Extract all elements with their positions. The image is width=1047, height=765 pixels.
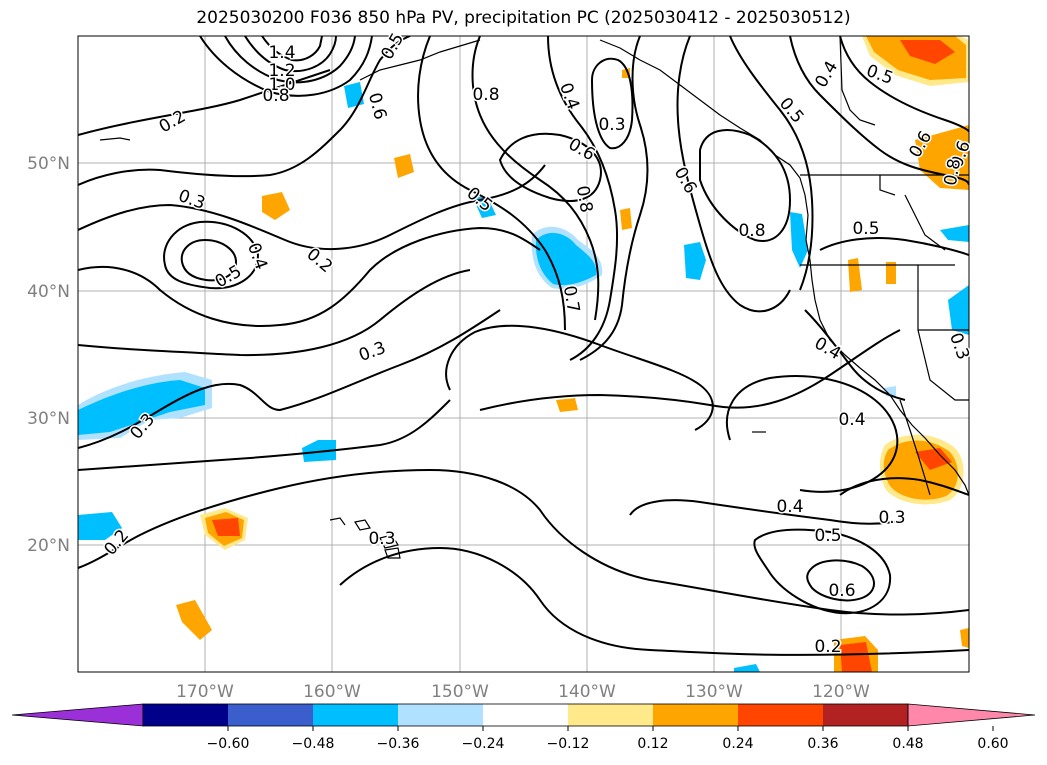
contour-label: 1.4 — [268, 43, 295, 63]
contour-label: 0.3 — [878, 508, 905, 528]
colorbar-tick-label: −0.36 — [377, 736, 420, 752]
lon-label: 140°W — [558, 682, 616, 702]
colorbar-extend-left — [11, 703, 144, 727]
colorbar-tick-label: −0.24 — [462, 736, 505, 752]
colorbar — [11, 703, 1036, 727]
lon-label: 130°W — [685, 682, 743, 702]
colorbar-box — [398, 704, 483, 726]
colorbar-box — [568, 704, 653, 726]
colorbar-box — [653, 704, 738, 726]
colorbar-extend-right — [907, 703, 1036, 727]
contour-label: 1.0 — [268, 75, 295, 95]
colorbar-tick-label: −0.48 — [292, 736, 335, 752]
colorbar-tick-label: 0.60 — [977, 736, 1008, 752]
lon-label: 150°W — [431, 682, 489, 702]
lat-label: 30°N — [27, 409, 70, 429]
lat-label: 40°N — [27, 282, 70, 302]
contour-label: 0.6 — [828, 581, 855, 601]
contour-label: 0.2 — [814, 637, 841, 657]
lat-label: 20°N — [27, 536, 70, 556]
lon-label: 120°W — [812, 682, 870, 702]
contour-label: 0.8 — [738, 221, 765, 241]
colorbar-box — [143, 704, 228, 726]
contour-label: 0.5 — [852, 219, 879, 239]
colorbar-box — [228, 704, 313, 726]
lat-label: 50°N — [27, 154, 70, 174]
colorbar-tick-label: 0.24 — [722, 736, 753, 752]
precip-shading — [78, 36, 969, 672]
colorbar-tick-label: −0.60 — [207, 736, 250, 752]
colorbar-box — [823, 704, 908, 726]
contour-label: 0.5 — [814, 526, 841, 546]
colorbar-ticks: −0.60 −0.48 −0.36 −0.24 −0.12 0.12 0.24 0.36 0.4… — [207, 726, 1009, 752]
colorbar-box — [483, 704, 568, 726]
contour-label: 0.8 — [572, 184, 596, 214]
contour-label: 0.4 — [838, 410, 865, 430]
contour-label: 0.8 — [472, 85, 499, 105]
lon-label: 170°W — [176, 682, 234, 702]
contour-label: 0.3 — [598, 115, 625, 135]
contour-label: 0.7 — [559, 284, 583, 314]
map-border — [77, 35, 970, 673]
lon-label: 160°W — [303, 682, 361, 702]
latitude-labels: 50°N 40°N 30°N 20°N — [27, 154, 70, 556]
map-title: 2025030200 F036 850 hPa PV, precipitatio… — [196, 8, 851, 28]
colorbar-box — [738, 704, 823, 726]
pv-contours — [78, 36, 969, 656]
colorbar-tick-label: 0.12 — [637, 736, 668, 752]
longitude-labels: 170°W 160°W 150°W 140°W 130°W 120°W — [176, 682, 870, 702]
contour-label: 0.4 — [776, 497, 803, 517]
contour-label: 1.2 — [268, 61, 295, 81]
contour-label: 0.3 — [368, 529, 395, 549]
colorbar-tick-label: −0.12 — [547, 736, 590, 752]
colorbar-tick-label: 0.48 — [892, 736, 923, 752]
colorbar-border — [142, 703, 909, 727]
colorbar-tick-label: 0.36 — [807, 736, 838, 752]
colorbar-box — [313, 704, 398, 726]
contour-label: 0.8 — [262, 86, 289, 106]
coastlines — [99, 36, 969, 559]
